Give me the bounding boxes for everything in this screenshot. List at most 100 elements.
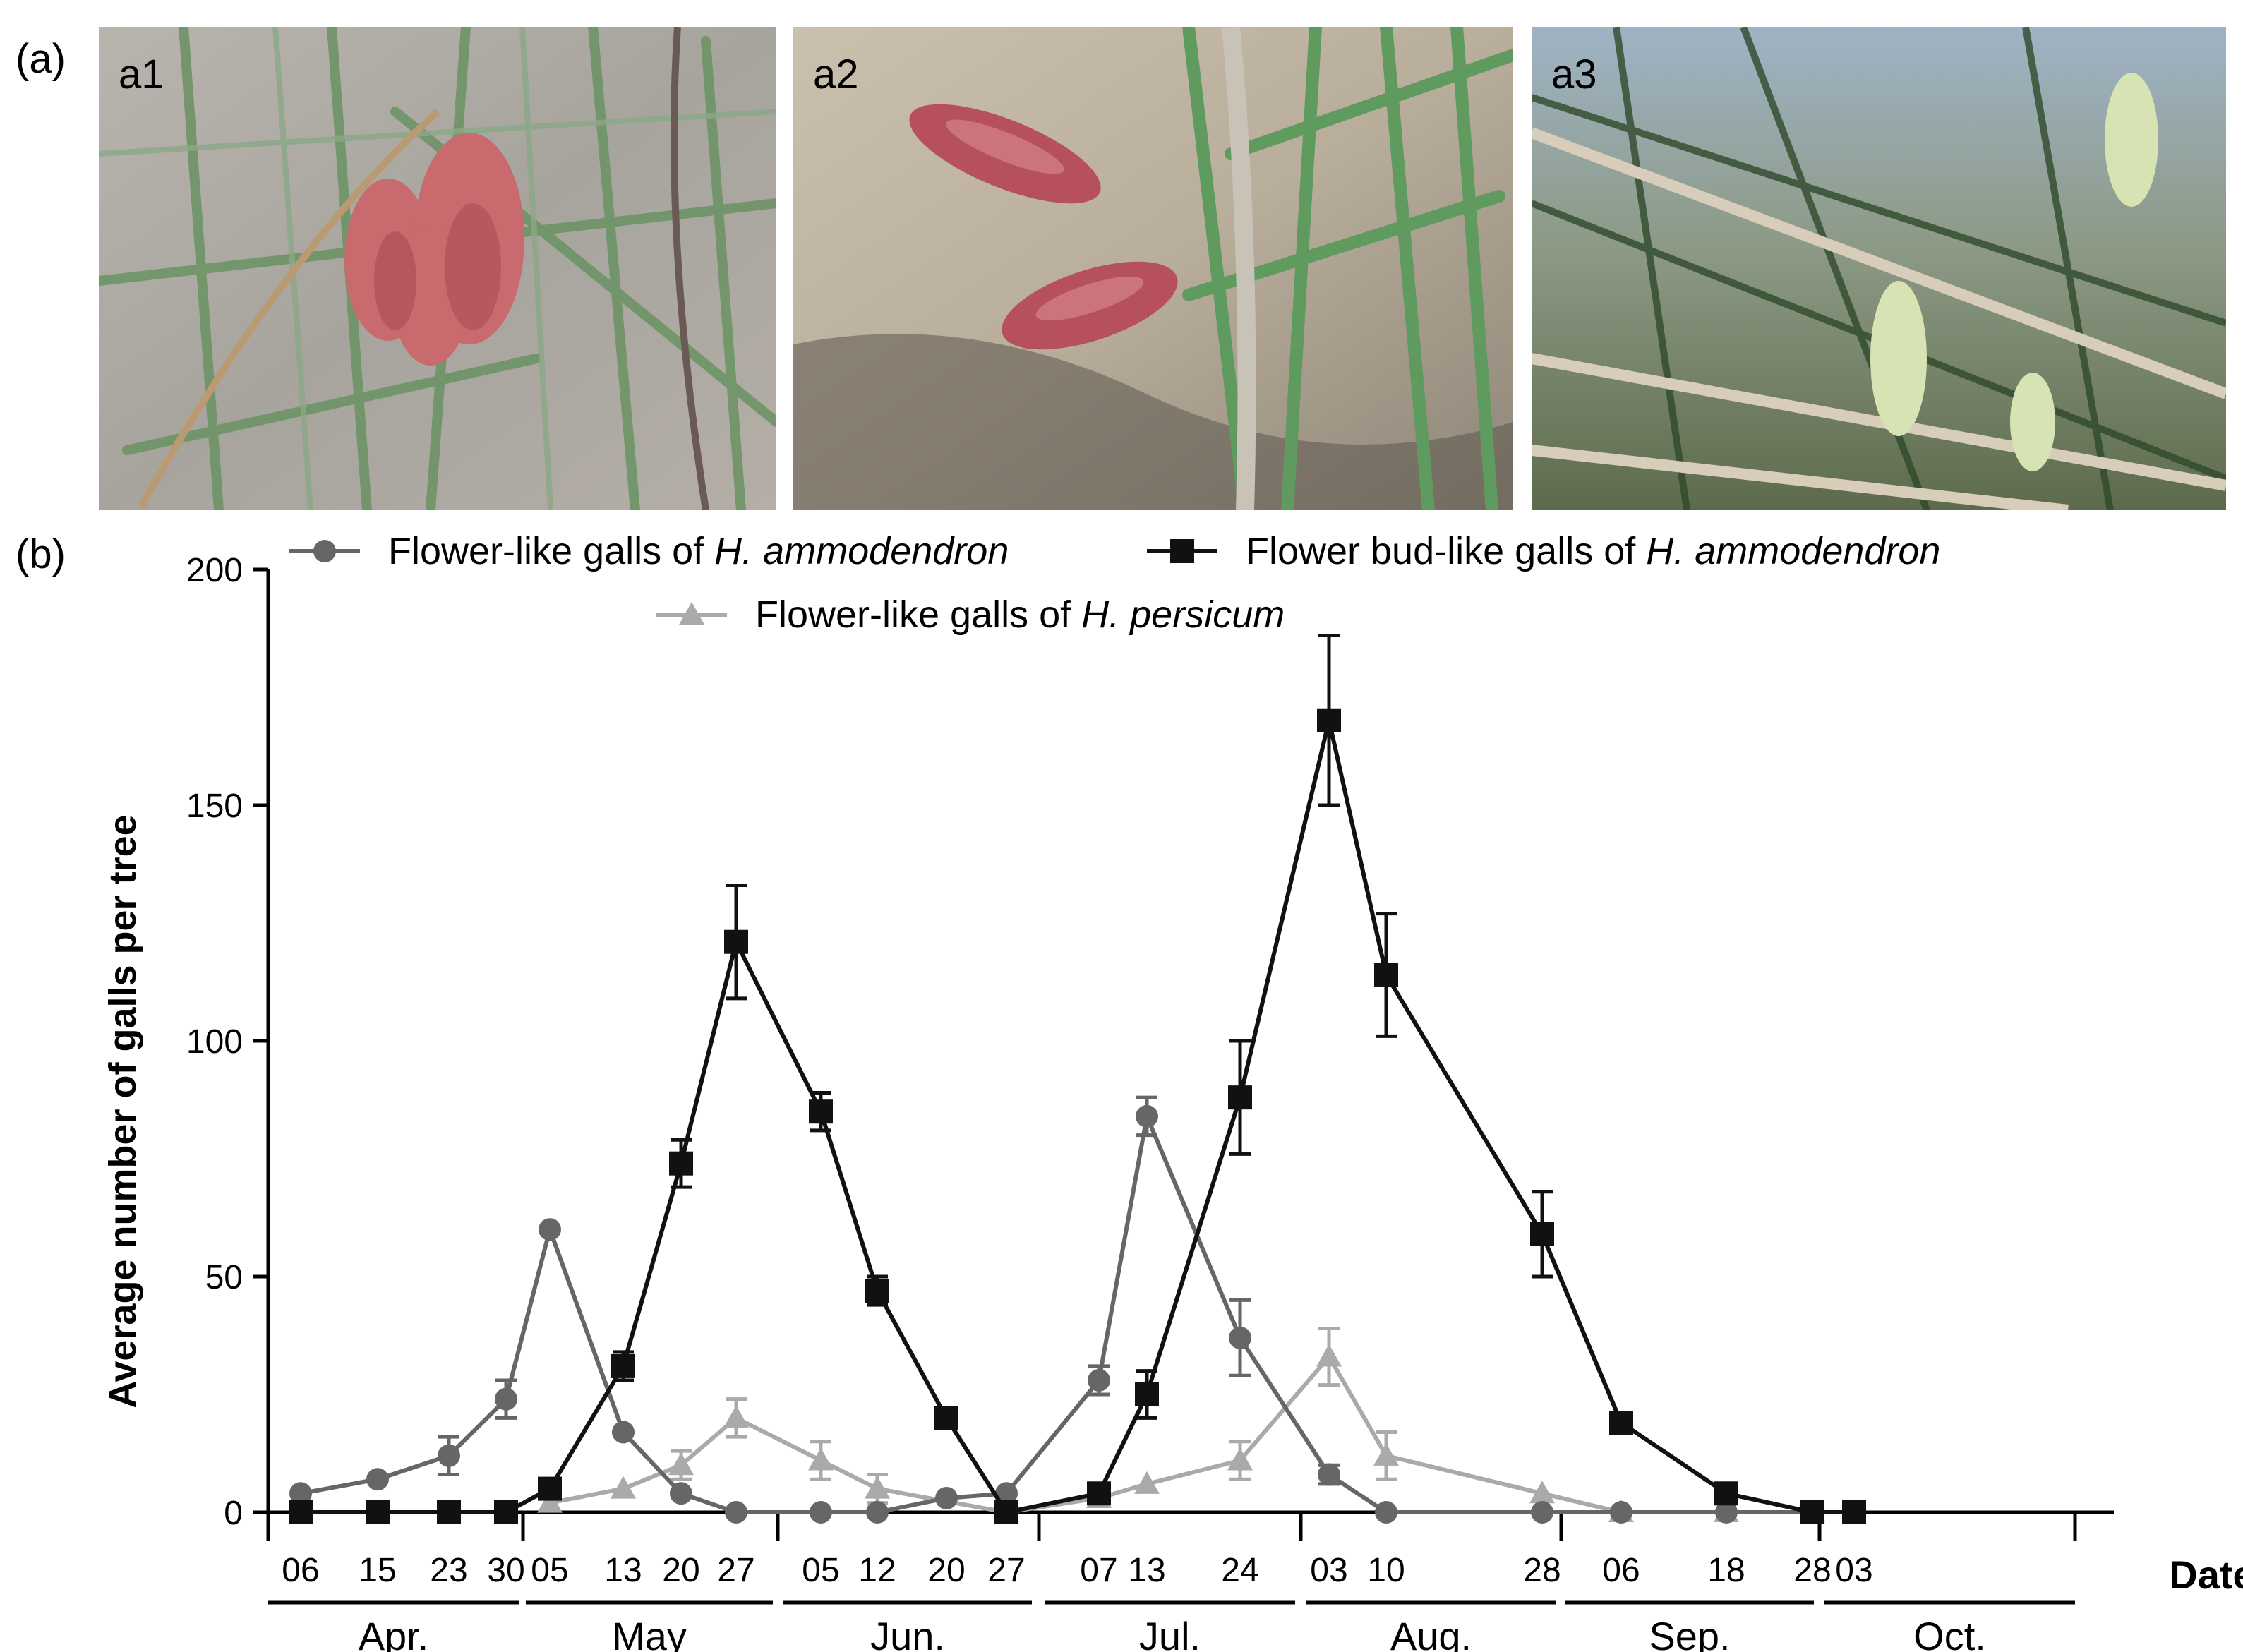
data-point	[438, 1444, 460, 1467]
data-point	[611, 1353, 635, 1378]
data-point	[538, 1476, 562, 1501]
data-point	[611, 1476, 636, 1499]
data-point	[437, 1500, 461, 1524]
y-tick-label: 100	[186, 1023, 243, 1061]
data-point	[1318, 1463, 1340, 1486]
data-point	[810, 1501, 832, 1524]
y-tick-label: 0	[224, 1495, 243, 1532]
data-point	[1136, 1104, 1158, 1128]
panel-b-label: (b)	[16, 531, 66, 577]
x-day-label: 03	[1310, 1552, 1347, 1589]
data-point	[935, 1486, 958, 1509]
data-point	[1317, 708, 1341, 732]
legend-entry: Flower-like galls of H. persicum	[755, 593, 1285, 636]
series-line	[301, 718, 1854, 1514]
data-point	[670, 1482, 692, 1505]
photo-a3: a3	[1532, 27, 2226, 510]
data-point	[1610, 1501, 1632, 1524]
x-axis-title: Date	[2169, 1552, 2243, 1597]
month-label: Jun.	[870, 1614, 945, 1652]
data-point	[866, 1501, 889, 1524]
data-point	[725, 1501, 747, 1524]
data-point	[1087, 1481, 1111, 1506]
data-point	[994, 1500, 1018, 1524]
x-day-label: 20	[662, 1552, 699, 1589]
photo-a1-image	[99, 27, 776, 510]
x-day-label: 05	[531, 1552, 568, 1589]
data-point	[808, 1447, 834, 1471]
data-point	[1529, 1481, 1555, 1504]
data-point	[1609, 1411, 1633, 1435]
data-point	[865, 1476, 890, 1499]
data-point	[1373, 1442, 1399, 1466]
x-day-label: 28	[1793, 1552, 1831, 1589]
photo-a2: a2	[793, 27, 1513, 510]
x-day-label: 13	[604, 1552, 642, 1589]
data-point	[1228, 1085, 1252, 1110]
x-day-label: 28	[1523, 1552, 1561, 1589]
photo-a2-tag: a2	[813, 52, 859, 97]
x-day-label: 27	[717, 1552, 754, 1589]
y-tick-label: 200	[186, 552, 243, 589]
photo-a1: a1	[99, 27, 776, 510]
data-point	[1135, 1382, 1159, 1406]
data-point	[495, 1387, 517, 1411]
data-point	[668, 1452, 694, 1476]
month-label: May	[612, 1614, 687, 1652]
series-line	[300, 1114, 1854, 1514]
data-point	[995, 1482, 1018, 1505]
month-label: Jul.	[1139, 1614, 1201, 1652]
month-label: Oct.	[1913, 1614, 1986, 1652]
photo-a2-image	[793, 27, 1513, 510]
data-point	[1374, 963, 1398, 987]
x-day-label: 20	[927, 1552, 965, 1589]
legend-marker	[1170, 539, 1194, 563]
month-label: Sep.	[1649, 1614, 1730, 1652]
data-point	[723, 1405, 749, 1428]
data-point	[1229, 1326, 1251, 1349]
data-point	[1800, 1500, 1824, 1524]
data-point	[1134, 1471, 1160, 1494]
legend-marker	[679, 602, 704, 625]
data-point	[494, 1500, 518, 1524]
photo-a1-tag: a1	[119, 52, 164, 97]
data-point	[1530, 1222, 1554, 1246]
data-point	[366, 1468, 389, 1491]
data-point	[539, 1218, 561, 1241]
x-day-label: 24	[1221, 1552, 1258, 1589]
legend-entry: Flower-like galls of H. ammodendron	[388, 530, 1009, 572]
data-point	[724, 929, 748, 954]
x-day-label: 07	[1080, 1552, 1117, 1589]
x-day-label: 13	[1128, 1552, 1165, 1589]
series-line	[549, 1354, 1812, 1514]
month-label: Aug.	[1390, 1614, 1472, 1652]
x-day-label: 18	[1707, 1552, 1745, 1589]
data-point	[537, 1490, 563, 1513]
x-day-label: 15	[359, 1552, 396, 1589]
data-point	[289, 1500, 313, 1524]
y-tick-label: 150	[186, 788, 243, 825]
data-point	[865, 1279, 889, 1303]
month-label: Apr.	[359, 1614, 429, 1652]
x-day-label: 23	[430, 1552, 467, 1589]
data-point	[1227, 1447, 1253, 1471]
data-point	[669, 1151, 693, 1176]
x-day-label: 10	[1367, 1552, 1405, 1589]
x-day-label: 27	[987, 1552, 1025, 1589]
data-point	[1842, 1500, 1866, 1524]
data-point	[1714, 1481, 1738, 1506]
legend-marker	[313, 540, 336, 562]
photo-a3-tag: a3	[1551, 52, 1597, 97]
x-day-label: 05	[802, 1552, 839, 1589]
data-point	[1088, 1368, 1110, 1392]
x-day-label: 06	[1602, 1552, 1640, 1589]
x-day-label: 12	[858, 1552, 896, 1589]
data-point	[612, 1421, 635, 1444]
y-tick-label: 50	[205, 1259, 243, 1296]
x-day-label: 03	[1835, 1552, 1872, 1589]
data-point	[366, 1500, 390, 1524]
data-point	[1715, 1501, 1738, 1524]
photo-a3-image	[1532, 27, 2226, 510]
data-point	[809, 1099, 833, 1124]
